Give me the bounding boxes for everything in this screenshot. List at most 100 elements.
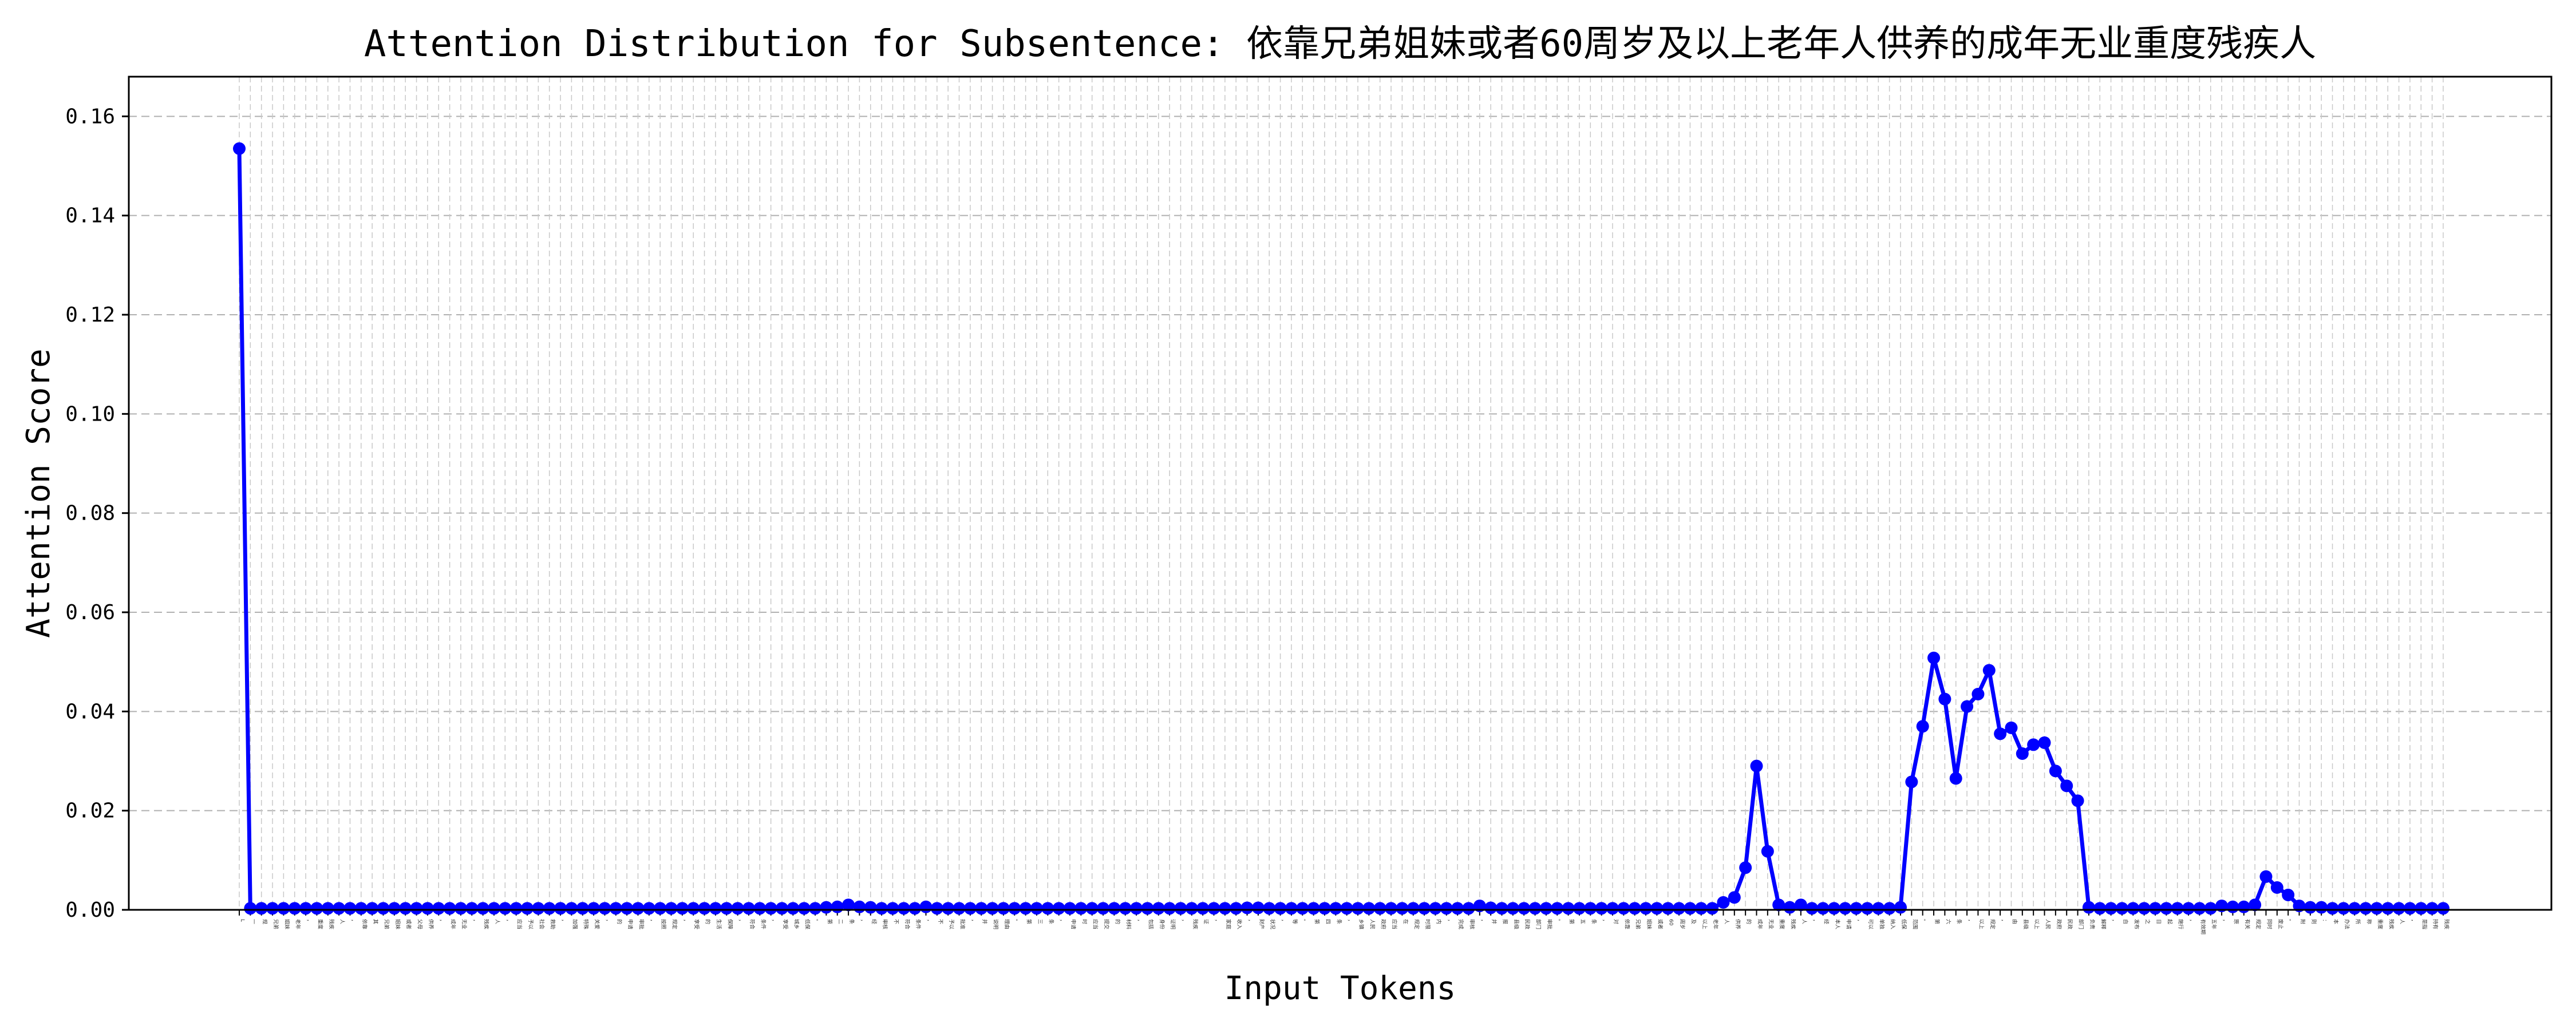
data-point [1406,902,1420,915]
data-point [1230,902,1243,915]
x-tick-label: 三 [1037,919,1042,924]
x-tick-label: 所 [2354,919,2361,924]
data-point [1185,902,1198,915]
x-tick-label: 有关 [2244,919,2251,929]
data-point [687,902,700,915]
chart-title: Attention Distribution for Subsentence: … [364,23,2316,65]
x-tick-label: 姐妹 [394,919,401,929]
data-point [1373,902,1386,915]
x-tick-label: 重度 [317,919,323,929]
data-point [975,902,988,915]
x-tick-label: 以上 [1701,919,1708,929]
data-point [1628,902,1641,915]
x-tick-label: ， [859,919,865,924]
x-tick-label: 时限 [1424,919,1431,929]
x-tick-label: 予以 [527,919,534,929]
data-point [886,902,899,915]
x-tick-label: 人民 [1369,919,1375,929]
data-point [842,898,855,912]
x-tick-label: 条件 [915,919,922,929]
data-point [731,902,744,915]
x-tick-label: 内 [1435,919,1442,924]
data-point [2304,901,2317,914]
x-tick-label: 供养 [428,919,434,929]
x-tick-label: 同时 [2266,919,2273,929]
x-tick-label: ， [2111,919,2117,924]
x-tick-label: 人民 [2045,919,2051,929]
x-tick-label: 按照 [660,919,667,929]
data-point [764,902,777,915]
data-point [1916,720,1929,733]
data-point [1130,902,1143,915]
x-tick-label: 姐妹 [283,919,290,929]
data-point [1484,901,1498,914]
data-point [432,902,445,915]
data-point [1263,902,1276,915]
data-point [443,902,456,915]
x-tick-label: 人 [1723,919,1729,924]
x-tick-label: 经 [871,919,878,924]
data-point [1085,902,1099,915]
data-point [1971,688,1985,700]
data-point [2104,902,2117,915]
x-tick-label: 予以 [948,919,954,929]
data-point [1207,902,1220,915]
data-point [942,902,955,915]
data-point [2226,900,2239,913]
x-tick-label: 社会 [538,919,545,929]
x-tick-label: 成年 [1757,919,1764,929]
x-tick-label: 审批 [1546,919,1553,929]
x-tick-label: 办法 [2344,919,2350,929]
x-tick-label: ， [1347,919,1353,924]
data-point [1717,896,1730,909]
data-point [554,902,567,915]
x-tick-label: 条件 [760,919,767,929]
data-point [1041,902,1054,915]
data-point [1805,902,1819,915]
x-tick-label: ， [472,919,477,924]
data-point [2127,902,2140,915]
x-tick-label: 享受 [693,919,700,929]
x-tick-label: 审核 [1468,919,1475,929]
data-point [465,902,479,915]
x-tick-label: ， [505,919,511,924]
data-point [1927,651,1941,664]
data-point [487,902,500,915]
x-tick-label: 部门 [1535,919,1542,929]
data-point [675,902,689,915]
x-tick-label: 起 [2166,919,2172,924]
data-point [2425,902,2439,915]
y-tick-label: 0.14 [65,204,115,228]
data-point [1872,902,1885,915]
data-point [2403,902,2416,915]
attention-series [233,142,2449,915]
data-point [621,902,634,915]
x-tick-label: 二 [837,919,843,924]
data-point [1251,901,1265,914]
data-point [1595,902,1608,915]
data-point [2392,902,2405,915]
data-point [366,902,379,915]
data-point [1141,902,1154,915]
x-tick-label: 第 [1026,919,1033,924]
x-tick-label: 的 [616,919,623,924]
x-tick-label: 部门 [2078,919,2085,929]
x-tick-label: ， [1602,919,1607,924]
data-point [1074,902,1088,915]
data-point [1994,727,2007,740]
x-tick-label: 施行 [2178,919,2184,929]
data-point [2182,902,2195,915]
x-tick-label: ， [1136,919,1142,924]
data-point [576,902,589,915]
data-point [2270,881,2283,894]
x-tick-label: 重度 [1779,919,1785,929]
x-tick-label: 对 [1613,919,1619,924]
data-point [1418,902,1431,915]
data-point [709,902,722,915]
x-tick-label: 规定 [2255,919,2262,929]
x-tick-label: ， [2222,919,2227,924]
data-point [831,900,844,913]
data-point [1218,902,1231,915]
data-point [2437,902,2449,915]
x-tick-label: 发布 [2133,919,2140,929]
